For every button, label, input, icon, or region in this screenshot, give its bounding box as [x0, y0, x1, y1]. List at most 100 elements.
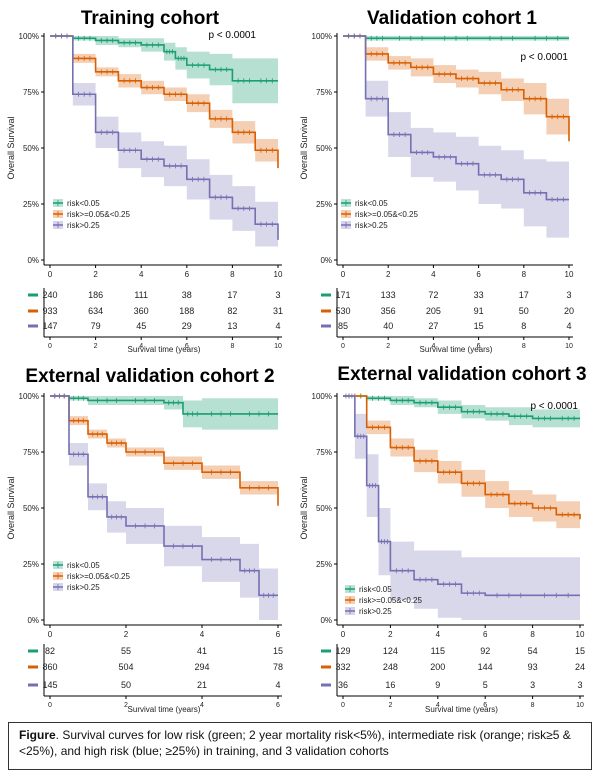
x-tick-label: 2: [124, 630, 129, 639]
risk-count: 8: [521, 321, 526, 331]
x-tick-label: 8: [230, 270, 235, 279]
survival-curve-3: [343, 35, 569, 201]
chart-title: Validation cohort 1: [367, 8, 537, 29]
risk-count: 93: [528, 662, 538, 672]
risk-count: 72: [428, 290, 438, 300]
risk-x-tick-label: 0: [48, 343, 52, 350]
x-tick-label: 10: [576, 630, 585, 639]
x-tick-label: 10: [565, 270, 574, 279]
risk-count: 79: [91, 321, 101, 331]
risk-x-tick-label: 10: [576, 702, 584, 709]
risk-count: 33: [474, 290, 484, 300]
risk-x-tick-label: 8: [230, 343, 234, 350]
risk-x-tick-label: 2: [124, 702, 128, 709]
ci-band-3: [50, 396, 278, 620]
legend-label: risk>0.25: [355, 221, 388, 230]
x-axis-label: Survival time (years): [128, 345, 201, 354]
x-tick-label: 10: [274, 270, 283, 279]
risk-count: 82: [227, 306, 237, 316]
risk-x-tick-label: 6: [477, 343, 481, 350]
risk-count: 200: [430, 662, 445, 672]
y-tick-label: 100%: [312, 392, 332, 401]
x-tick-label: 0: [341, 630, 346, 639]
risk-count: 16: [385, 680, 395, 690]
y-tick-label: 50%: [23, 144, 39, 153]
survival-curve-2: [50, 395, 279, 506]
risk-count: 634: [88, 306, 103, 316]
risk-count: 50: [121, 680, 131, 690]
x-axis-label: Survival time (years): [128, 705, 201, 714]
x-tick-label: 2: [386, 270, 391, 279]
risk-count: 133: [381, 290, 396, 300]
chart-title: External validation cohort 2: [25, 366, 274, 387]
ci-band-2: [343, 396, 580, 533]
x-tick-label: 8: [530, 630, 535, 639]
risk-count: 4: [275, 680, 280, 690]
risk-count: 171: [335, 290, 350, 300]
risk-count: 530: [335, 306, 350, 316]
chart-panel-1: Training cohort 0% 25% 50% 75% 100% Overall Su…: [6, 8, 283, 354]
y-tick-label: 25%: [23, 200, 39, 209]
y-tick-label: 0%: [27, 256, 39, 265]
risk-count: 3: [275, 290, 280, 300]
risk-count: 294: [194, 662, 209, 672]
x-tick-label: 4: [436, 630, 441, 639]
survival-curve-3: [50, 35, 279, 240]
risk-x-tick-label: 6: [483, 702, 487, 709]
risk-count: 41: [197, 646, 207, 656]
legend-label: risk>0.25: [67, 221, 100, 230]
risk-x-tick-label: 8: [531, 702, 535, 709]
y-axis-label: Overall Survival: [6, 476, 16, 539]
caption-text: . Survival curves for low risk (green; 2…: [19, 728, 571, 758]
risk-count: 3: [530, 680, 535, 690]
legend-label: risk>=0.05&<0.25: [67, 572, 130, 581]
y-axis-label: Overall Survival: [299, 476, 309, 539]
risk-count: 5: [483, 680, 488, 690]
risk-count: 40: [383, 321, 393, 331]
risk-count: 15: [273, 646, 283, 656]
risk-x-tick-label: 4: [431, 343, 435, 350]
risk-count: 124: [383, 646, 398, 656]
risk-count: 933: [42, 306, 57, 316]
risk-x-tick-label: 6: [276, 702, 280, 709]
risk-count: 240: [42, 290, 57, 300]
p-value-label: p < 0.0001: [530, 401, 578, 412]
y-tick-label: 25%: [23, 560, 39, 569]
risk-count: 13: [227, 321, 237, 331]
risk-count: 91: [474, 306, 484, 316]
y-tick-label: 0%: [320, 616, 332, 625]
chart-panel-2: Validation cohort 1 0% 25% 50% 75% 100% Overal…: [299, 8, 574, 354]
y-tick-label: 75%: [316, 88, 332, 97]
risk-x-tick-label: 10: [274, 343, 282, 350]
x-tick-label: 4: [200, 630, 205, 639]
y-tick-label: 50%: [316, 504, 332, 513]
ci-band-1: [50, 396, 278, 430]
risk-count: 111: [134, 290, 148, 300]
risk-x-tick-label: 2: [386, 343, 390, 350]
risk-count: 115: [431, 646, 445, 656]
risk-count: 45: [136, 321, 146, 331]
x-tick-label: 0: [48, 270, 53, 279]
risk-x-tick-label: 0: [341, 702, 345, 709]
risk-count: 92: [480, 646, 490, 656]
y-tick-label: 100%: [19, 32, 39, 41]
risk-count: 17: [519, 290, 529, 300]
survival-curve-1: [343, 395, 580, 420]
x-tick-label: 6: [483, 630, 488, 639]
risk-count: 21: [197, 680, 207, 690]
risk-x-tick-label: 2: [388, 702, 392, 709]
risk-count: 360: [134, 306, 149, 316]
x-tick-label: 4: [139, 270, 144, 279]
ci-band-3: [343, 396, 580, 620]
chart-title: External validation cohort 3: [337, 364, 586, 385]
risk-x-tick-label: 4: [139, 343, 143, 350]
risk-x-tick-label: 6: [185, 343, 189, 350]
risk-x-tick-label: 2: [94, 343, 98, 350]
risk-x-tick-label: 0: [341, 343, 345, 350]
risk-x-tick-label: 4: [200, 702, 204, 709]
risk-count: 3: [566, 290, 571, 300]
survival-curve-1: [50, 35, 278, 82]
ci-band-3: [50, 36, 278, 260]
legend-label: risk<0.05: [355, 199, 388, 208]
